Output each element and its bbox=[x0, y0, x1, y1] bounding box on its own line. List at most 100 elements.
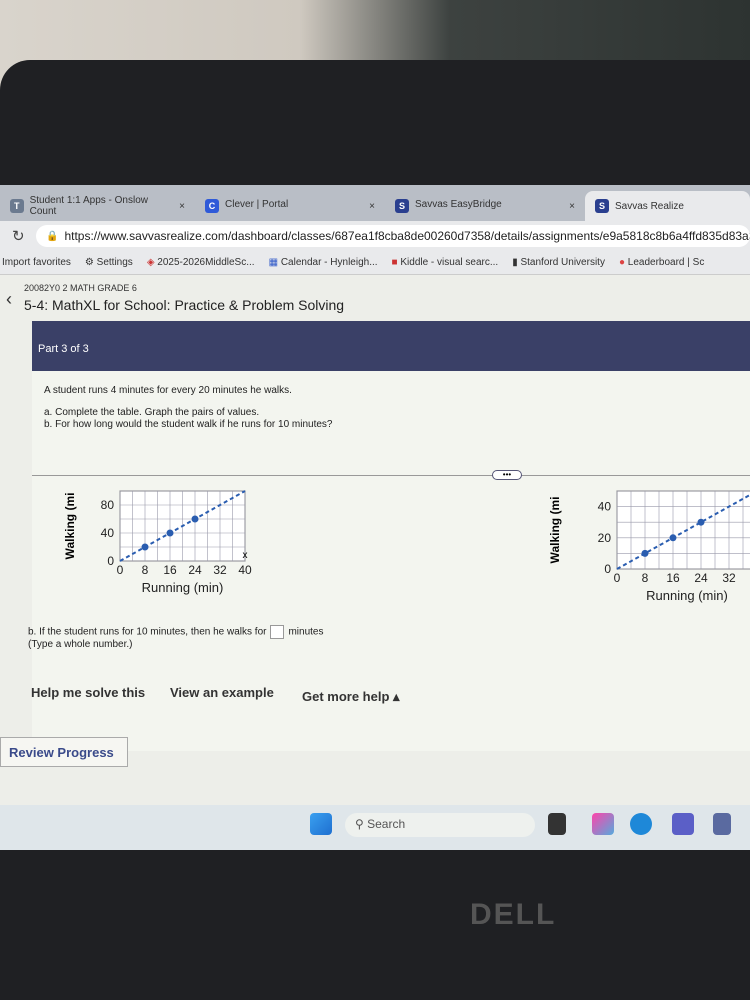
x-tick-label: 8 bbox=[642, 571, 649, 585]
tab-clever[interactable]: C Clever | Portal × bbox=[195, 191, 385, 221]
divider bbox=[32, 475, 750, 476]
leaderboard-icon: ● bbox=[618, 257, 628, 268]
tab-easybridge[interactable]: S Savvas EasyBridge × bbox=[385, 191, 585, 221]
answer-row: b. If the student runs for 10 minutes, t… bbox=[28, 625, 323, 639]
taskbar-search[interactable]: ⚲ Search bbox=[345, 813, 535, 837]
part-header: Part 3 of 3 bbox=[32, 321, 750, 371]
bookmark-leaderboard[interactable]: ● Leaderboard | Sc bbox=[619, 257, 704, 268]
bookmarks-bar: Import favorites ⚙ Settings ◈ 2025-2026M… bbox=[0, 251, 750, 275]
data-point bbox=[669, 534, 677, 542]
view-example-button[interactable]: View an example bbox=[170, 685, 274, 700]
stanford-icon: ▮ bbox=[512, 257, 521, 268]
search-placeholder: Search bbox=[367, 817, 406, 831]
taskbar: ⚲ Search bbox=[0, 805, 750, 850]
graph-right[interactable]: 081624324002040xRunning (min)Walking (mi bbox=[547, 483, 750, 618]
page-title: 5-4: MathXL for School: Practice & Probl… bbox=[24, 297, 345, 313]
tab-favicon-icon: S bbox=[595, 199, 609, 213]
close-icon[interactable]: × bbox=[369, 200, 375, 212]
x-tick-label: 40 bbox=[238, 563, 252, 577]
y-tick-label: 40 bbox=[598, 500, 612, 514]
bookmark-label: Settings bbox=[96, 257, 133, 268]
x-tick-label: 24 bbox=[694, 571, 708, 585]
bookmark-middle-school[interactable]: ◈ 2025-2026MiddleSc... bbox=[147, 257, 255, 268]
school-icon: ◈ bbox=[146, 257, 158, 268]
x-axis-marker: x bbox=[243, 550, 248, 561]
part-indicator: Part 3 of 3 bbox=[38, 343, 89, 355]
bookmark-settings[interactable]: ⚙ Settings bbox=[85, 257, 133, 268]
help-me-solve-button[interactable]: Help me solve this bbox=[31, 685, 146, 700]
url-input[interactable]: 🔒 https://www.savvasrealize.com/dashboard… bbox=[36, 225, 750, 247]
x-tick-label: 32 bbox=[213, 563, 227, 577]
part-a-text: a. Complete the table. Graph the pairs o… bbox=[44, 407, 260, 418]
y-tick-label: 80 bbox=[101, 498, 115, 512]
tab-favicon-icon: S bbox=[395, 199, 409, 213]
tab-label: Savvas Realize bbox=[615, 200, 684, 212]
windows-start-icon[interactable] bbox=[310, 813, 332, 835]
data-point bbox=[641, 549, 649, 557]
tab-label: Student 1:1 Apps - Onslow Count bbox=[29, 195, 148, 217]
question-area: A student runs 4 minutes for every 20 mi… bbox=[28, 371, 750, 751]
close-icon[interactable]: × bbox=[179, 200, 185, 212]
x-tick-label: 32 bbox=[722, 571, 736, 585]
y-tick-label: 40 bbox=[101, 526, 115, 540]
calendar-icon: ▦ bbox=[268, 257, 281, 268]
reload-icon[interactable]: ↻ bbox=[12, 228, 25, 245]
gear-icon: ⚙ bbox=[84, 257, 97, 268]
bookmark-stanford[interactable]: ▮ Stanford University bbox=[512, 257, 605, 268]
calculator-icon[interactable] bbox=[713, 813, 731, 835]
address-bar-row: ↻ 🔒 https://www.savvasrealize.com/dashboa… bbox=[0, 221, 750, 251]
x-tick-label: 0 bbox=[117, 563, 124, 577]
bookmark-kiddle[interactable]: ■ Kiddle - visual searc... bbox=[392, 257, 499, 268]
assignment-page: ‹ 20082Y0 2 MATH GRADE 6 5-4: MathXL for… bbox=[0, 275, 750, 845]
bookmark-label: 2025-2026MiddleSc... bbox=[157, 257, 255, 268]
tab-savvas-realize[interactable]: S Savvas Realize bbox=[585, 191, 750, 221]
x-axis-label: Running (min) bbox=[646, 588, 728, 603]
tab-strip: T Student 1:1 Apps - Onslow Count × C Cleve… bbox=[0, 185, 750, 221]
back-chevron-icon[interactable]: ‹ bbox=[6, 289, 12, 309]
answer-prefix: b. If the student runs for 10 minutes, t… bbox=[28, 626, 267, 638]
screen: T Student 1:1 Apps - Onslow Count × C Cleve… bbox=[0, 185, 750, 845]
plot-area bbox=[616, 490, 750, 570]
bookmark-calendar[interactable]: ▦ Calendar - Hynleigh... bbox=[269, 257, 378, 268]
data-point bbox=[191, 515, 199, 523]
y-tick-label: 0 bbox=[604, 562, 611, 576]
x-axis-label: Running (min) bbox=[142, 580, 224, 595]
data-point bbox=[166, 529, 174, 537]
bookmark-label: Stanford University bbox=[520, 257, 605, 268]
expand-handle[interactable]: ••• bbox=[492, 470, 522, 480]
m365-icon[interactable] bbox=[592, 813, 614, 835]
data-point bbox=[141, 543, 149, 551]
answer-input[interactable] bbox=[270, 625, 285, 639]
tab-favicon-icon: T bbox=[10, 199, 24, 213]
task-view-icon[interactable] bbox=[548, 813, 566, 835]
y-axis-label: Walking (mi bbox=[63, 493, 77, 560]
tab-student-apps[interactable]: T Student 1:1 Apps - Onslow Count × bbox=[0, 191, 195, 221]
part-b-text: b. For how long would the student walk i… bbox=[44, 419, 333, 430]
data-point bbox=[697, 518, 705, 526]
get-more-help-button[interactable]: Get more help ▴ bbox=[302, 689, 400, 704]
bookmark-import-favorites[interactable]: Import favorites bbox=[2, 257, 71, 268]
edge-icon[interactable] bbox=[630, 813, 652, 835]
bookmark-label: Calendar - Hynleigh... bbox=[280, 257, 378, 268]
breadcrumb: 20082Y0 2 MATH GRADE 6 bbox=[24, 283, 137, 293]
x-tick-label: 24 bbox=[188, 563, 202, 577]
series-line bbox=[616, 493, 750, 570]
search-icon: ⚲ bbox=[355, 817, 368, 831]
review-progress-button[interactable]: Review Progress bbox=[0, 737, 128, 767]
close-icon[interactable]: × bbox=[569, 200, 575, 212]
x-tick-label: 8 bbox=[142, 563, 149, 577]
answer-suffix: minutes bbox=[288, 626, 324, 638]
tab-favicon-icon: C bbox=[205, 199, 219, 213]
teams-icon[interactable] bbox=[672, 813, 694, 835]
x-tick-label: 16 bbox=[163, 563, 177, 577]
y-tick-label: 0 bbox=[107, 554, 114, 568]
graph-left[interactable]: 0 8 16 24 32 40 0 40 80 x Running (min) Walking (mi bbox=[62, 483, 292, 613]
bookmark-label: Leaderboard | Sc bbox=[627, 257, 705, 268]
dell-logo: DELL bbox=[470, 898, 557, 931]
tab-label: Savvas EasyBridge bbox=[415, 199, 502, 210]
series-line bbox=[119, 490, 246, 562]
kiddle-icon: ■ bbox=[391, 257, 401, 268]
y-tick-label: 20 bbox=[598, 531, 612, 545]
bookmark-label: Kiddle - visual searc... bbox=[400, 257, 499, 268]
y-axis-label: Walking (mi bbox=[548, 497, 562, 564]
